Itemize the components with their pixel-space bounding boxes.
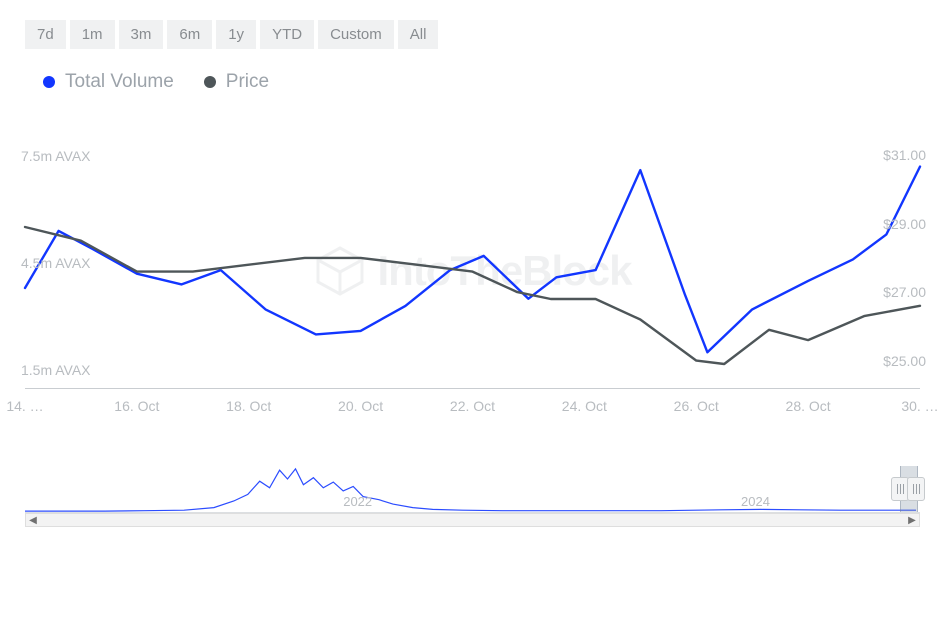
- main-chart[interactable]: IntoTheBlock 1.5m AVAX4.5m AVAX7.5m AVAX…: [15, 138, 930, 428]
- range-tab-ytd[interactable]: YTD: [260, 20, 314, 49]
- navigator[interactable]: 2022 2024 ◀ ▶: [25, 466, 920, 526]
- legend-item-price[interactable]: Price: [204, 71, 269, 93]
- x-tick: 18. Oct: [226, 398, 271, 414]
- x-axis-line: [25, 388, 920, 389]
- main-chart-svg: [15, 138, 930, 428]
- y-left-tick: 1.5m AVAX: [21, 362, 91, 378]
- legend-label-volume: Total Volume: [65, 71, 174, 93]
- legend-label-price: Price: [226, 71, 269, 93]
- legend-dot-price-icon: [204, 76, 216, 88]
- x-tick: 28. Oct: [786, 398, 831, 414]
- y-left-tick: 7.5m AVAX: [21, 148, 91, 164]
- y-right-tick: $27.00: [883, 284, 926, 300]
- y-right-tick: $25.00: [883, 353, 926, 369]
- x-tick: 14. …: [6, 398, 43, 414]
- x-tick: 24. Oct: [562, 398, 607, 414]
- x-tick: 22. Oct: [450, 398, 495, 414]
- navigator-scrollbar[interactable]: ◀ ▶: [25, 513, 920, 527]
- navigator-handle-right[interactable]: [907, 477, 925, 501]
- range-tab-7d[interactable]: 7d: [25, 20, 66, 49]
- range-tab-custom[interactable]: Custom: [318, 20, 394, 49]
- navigator-year-label: 2024: [741, 494, 770, 509]
- navigator-scroll-right-icon[interactable]: ▶: [905, 514, 919, 526]
- navigator-scroll-left-icon[interactable]: ◀: [26, 514, 40, 526]
- x-tick: 20. Oct: [338, 398, 383, 414]
- navigator-series: [25, 469, 916, 511]
- range-tab-1y[interactable]: 1y: [216, 20, 256, 49]
- range-tab-6m[interactable]: 6m: [167, 20, 212, 49]
- legend-item-volume[interactable]: Total Volume: [43, 71, 174, 93]
- navigator-svg: [25, 466, 920, 512]
- navigator-year-label: 2022: [343, 494, 372, 509]
- legend-dot-volume-icon: [43, 76, 55, 88]
- time-range-tabs: 7d 1m 3m 6m 1y YTD Custom All: [25, 20, 930, 49]
- chart-legend: Total Volume Price: [43, 71, 930, 93]
- y-right-tick: $31.00: [883, 147, 926, 163]
- x-tick: 26. Oct: [674, 398, 719, 414]
- y-left-tick: 4.5m AVAX: [21, 255, 91, 271]
- y-right-tick: $29.00: [883, 216, 926, 232]
- range-tab-1m[interactable]: 1m: [70, 20, 115, 49]
- x-tick: 30. …: [901, 398, 938, 414]
- range-tab-3m[interactable]: 3m: [119, 20, 164, 49]
- range-tab-all[interactable]: All: [398, 20, 439, 49]
- series-total-volume: [25, 167, 920, 353]
- navigator-chart[interactable]: 2022 2024: [25, 466, 920, 513]
- series-price: [25, 227, 920, 364]
- x-tick: 16. Oct: [114, 398, 159, 414]
